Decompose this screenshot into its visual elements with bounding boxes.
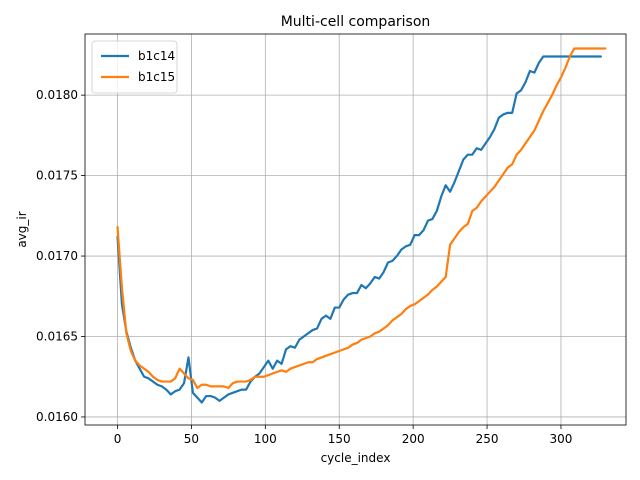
x-tick-label: 200 (402, 432, 425, 446)
series-line-b1c15 (116, 47, 607, 390)
series-line-b1c14 (116, 55, 602, 404)
ticks: 0 50 100 150 200 250 300 0.0160 0.0165 0.0170 0.01… (36, 88, 572, 446)
y-tick-label: 0.0165 (36, 330, 78, 344)
y-tick-label: 0.0170 (36, 249, 78, 263)
legend-label-b1c15: b1c15 (138, 70, 175, 84)
legend-label-b1c14: b1c14 (138, 49, 175, 63)
y-tick-label: 0.0160 (36, 410, 78, 424)
series-layer (116, 47, 607, 404)
legend: b1c14 b1c15 (91, 40, 178, 94)
x-tick-label: 100 (254, 432, 277, 446)
x-tick-label: 250 (476, 432, 499, 446)
x-tick-label: 300 (550, 432, 573, 446)
x-tick-label: 50 (184, 432, 199, 446)
x-axis-label: cycle_index (321, 451, 391, 465)
y-tick-label: 0.0175 (36, 169, 78, 183)
y-tick-label: 0.0180 (36, 88, 78, 102)
plot-frame (84, 33, 627, 426)
x-tick-label: 0 (114, 432, 122, 446)
y-axis-label: avg_ir (15, 211, 29, 247)
x-tick-label: 150 (328, 432, 351, 446)
grid (85, 34, 626, 425)
legend-box (91, 40, 178, 94)
chart-title: Multi-cell comparison (281, 14, 431, 30)
